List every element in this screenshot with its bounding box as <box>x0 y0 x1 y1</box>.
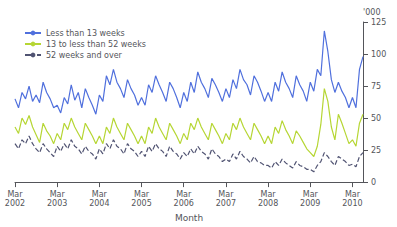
svg-text:Mar: Mar <box>176 190 192 199</box>
svg-text:'000: '000 <box>363 8 380 17</box>
svg-text:50: 50 <box>371 114 381 123</box>
svg-text:Mar: Mar <box>50 190 66 199</box>
svg-text:Mar: Mar <box>134 190 150 199</box>
svg-text:2009: 2009 <box>300 199 320 208</box>
svg-text:52 weeks and over: 52 weeks and over <box>46 51 123 60</box>
svg-text:75: 75 <box>371 82 381 91</box>
svg-text:2003: 2003 <box>47 199 67 208</box>
svg-text:125: 125 <box>371 18 386 27</box>
svg-text:2005: 2005 <box>131 199 151 208</box>
svg-text:Month: Month <box>175 213 203 223</box>
svg-text:Mar: Mar <box>92 190 108 199</box>
svg-text:2008: 2008 <box>258 199 278 208</box>
svg-text:Mar: Mar <box>218 190 234 199</box>
svg-text:Mar: Mar <box>303 190 319 199</box>
svg-text:13 to less than 52 weeks: 13 to less than 52 weeks <box>46 40 146 49</box>
svg-text:0: 0 <box>371 178 376 187</box>
svg-text:2006: 2006 <box>174 199 194 208</box>
svg-text:25: 25 <box>371 146 381 155</box>
svg-text:2007: 2007 <box>216 199 236 208</box>
svg-text:2004: 2004 <box>89 199 109 208</box>
svg-text:2002: 2002 <box>5 199 25 208</box>
svg-text:Mar: Mar <box>7 190 23 199</box>
svg-text:Mar: Mar <box>261 190 277 199</box>
svg-text:Mar: Mar <box>345 190 361 199</box>
svg-text:Less than 13 weeks: Less than 13 weeks <box>46 29 125 38</box>
svg-text:100: 100 <box>371 50 386 59</box>
svg-text:2010: 2010 <box>342 199 362 208</box>
